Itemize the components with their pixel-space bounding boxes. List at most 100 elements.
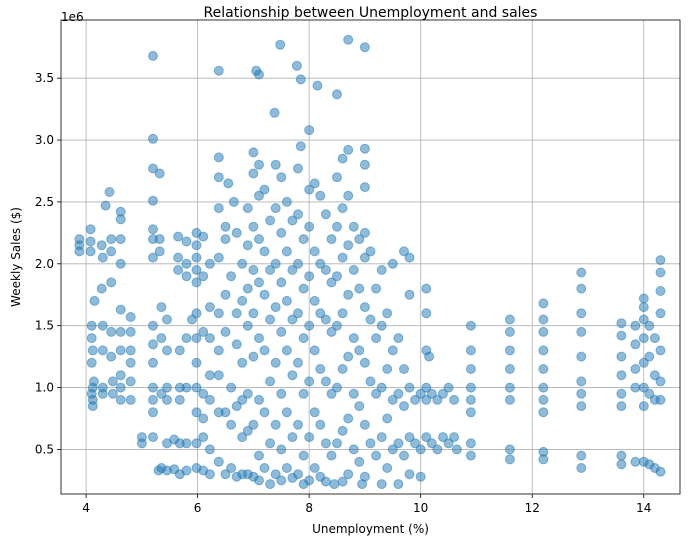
scatter-point: [254, 159, 264, 170]
scatter-point: [421, 394, 432, 405]
scatter-point: [309, 345, 320, 356]
scatter-point: [270, 258, 281, 269]
scatter-point: [181, 258, 192, 269]
scatter-point: [104, 187, 115, 197]
scatter-point: [148, 357, 158, 368]
scatter-point: [293, 258, 303, 269]
scatter-point: [226, 382, 237, 393]
scatter-point: [148, 133, 158, 144]
scatter-point: [259, 407, 270, 418]
scatter-point: [204, 469, 215, 480]
scatter-point: [228, 196, 239, 207]
scatter-point: [387, 345, 398, 356]
scatter-point: [259, 463, 270, 473]
scatter-point: [337, 476, 348, 487]
scatter-point: [504, 382, 515, 393]
scatter-point: [154, 246, 165, 257]
scatter-point: [281, 295, 292, 306]
scatter-point: [291, 60, 302, 71]
scatter-point: [304, 475, 315, 486]
scatter-point: [655, 345, 666, 356]
x-axis-ticks: 4 6 8 10 12 14: [82, 494, 651, 515]
scatter-point: [655, 466, 666, 477]
scatter-point: [337, 153, 348, 164]
scatter-point: [410, 394, 421, 405]
scatter-point: [638, 401, 649, 412]
scatter-point: [576, 267, 587, 278]
scatter-point: [359, 252, 370, 263]
y-tick-label: 0.5: [35, 442, 54, 456]
scatter-point: [248, 147, 259, 158]
scatter-point: [365, 376, 376, 387]
scatter-point: [359, 302, 370, 313]
scatter-point: [504, 444, 515, 455]
scatter-point: [293, 357, 303, 368]
scatter-point: [259, 345, 270, 356]
scatter-point: [248, 221, 259, 232]
scatter-point: [438, 388, 448, 399]
scatter-point: [254, 234, 264, 245]
scatter-point: [173, 252, 184, 263]
scatter-point: [438, 432, 448, 443]
scatter-point: [343, 469, 354, 480]
scatter-point: [343, 413, 354, 424]
scatter-point: [320, 265, 331, 275]
y-tick-label: 1.0: [35, 381, 54, 395]
scatter-point: [415, 444, 426, 455]
scatter-point: [343, 144, 354, 155]
scatter-point: [148, 382, 158, 393]
scatter-point: [106, 351, 117, 362]
scatter-point: [309, 407, 320, 418]
scatter-point: [115, 370, 126, 381]
scatter-point: [204, 444, 215, 455]
scatter-point: [359, 143, 370, 154]
scatter-point: [371, 388, 382, 399]
scatter-point: [156, 333, 167, 344]
scatter-point: [616, 370, 627, 381]
scatter-point: [220, 221, 231, 232]
scatter-point: [538, 298, 549, 309]
scatter-point: [538, 407, 549, 418]
scatter-point: [115, 382, 126, 393]
scatter-point: [281, 463, 292, 473]
scatter-point: [231, 339, 242, 350]
y-tick-label: 3.5: [35, 71, 54, 85]
scatter-point: [269, 107, 280, 118]
scatter-point: [204, 302, 215, 313]
scatter-point: [343, 34, 354, 45]
scatter-point: [315, 258, 326, 269]
scatter-point: [254, 475, 264, 486]
scatter-point: [237, 357, 248, 368]
scatter-point: [125, 312, 136, 322]
scatter-point: [365, 314, 376, 325]
scatter-point: [399, 450, 409, 461]
scatter-point: [354, 401, 365, 412]
scatter-point: [443, 382, 454, 393]
scatter-point: [655, 286, 666, 296]
scatter-point: [354, 456, 365, 467]
scatter-point: [376, 265, 387, 275]
scatter-point: [382, 308, 393, 319]
scatter-point: [576, 308, 587, 319]
scatter-point: [616, 330, 627, 341]
grid-lines: [61, 20, 680, 494]
scatter-point: [276, 227, 287, 238]
scatter-point: [332, 271, 342, 282]
scatter-point: [630, 456, 641, 467]
scatter-point: [242, 320, 253, 331]
scatter-point: [181, 465, 192, 476]
scatter-point: [320, 209, 331, 220]
scatter-point: [115, 214, 126, 225]
scatter-point: [213, 65, 224, 76]
scatter-point: [106, 326, 117, 337]
scatter-point: [88, 376, 99, 387]
scatter-point: [248, 265, 259, 275]
scatter-point: [248, 351, 259, 362]
scatter-point: [204, 394, 215, 405]
scatter-point: [638, 382, 649, 393]
scatter-point: [576, 450, 587, 461]
scatter-point: [616, 401, 627, 412]
scatter-point: [148, 224, 158, 235]
scatter-point: [107, 388, 118, 399]
scatter-point: [295, 141, 306, 152]
